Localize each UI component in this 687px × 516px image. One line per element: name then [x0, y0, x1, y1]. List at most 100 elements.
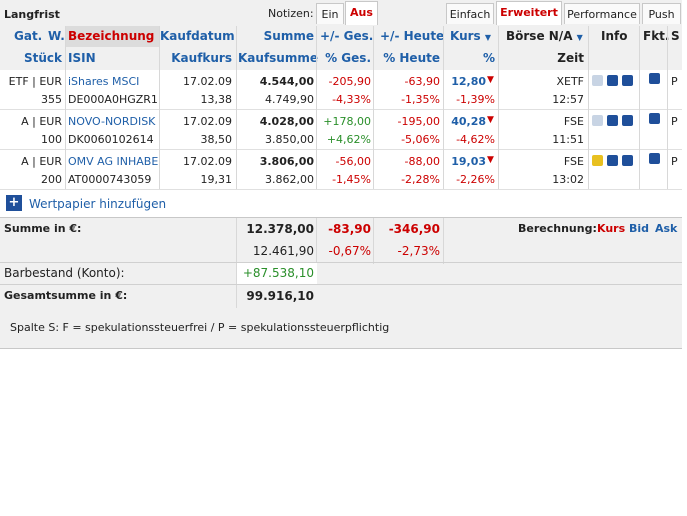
- security-name-link[interactable]: iShares MSCI: [68, 75, 140, 88]
- steuer-status: P: [671, 115, 678, 128]
- kurs-value: 12,80: [451, 75, 486, 88]
- ges-value: +178,00: [323, 115, 371, 128]
- header-isin[interactable]: ISIN: [68, 51, 96, 65]
- boerse: XETF: [556, 75, 584, 88]
- edit-icon[interactable]: [649, 153, 660, 164]
- news-icon[interactable]: [607, 115, 618, 126]
- table-row: ETF | EUR 355 iShares MSCI DE000A0HGZR1 …: [0, 70, 682, 110]
- news-icon[interactable]: [607, 155, 618, 166]
- header-stueck[interactable]: Stück: [23, 51, 62, 65]
- kaufsumme: 3.850,00: [265, 133, 314, 146]
- summe-ges: -83,90: [328, 222, 371, 236]
- stueck: 100: [41, 133, 62, 146]
- berechnung-bid[interactable]: Bid: [629, 222, 650, 235]
- isin: DE000A0HGZR1: [68, 93, 158, 106]
- tab-einfach[interactable]: Einfach: [446, 3, 494, 24]
- info-icon[interactable]: [622, 115, 633, 126]
- column-divider: [316, 218, 317, 264]
- info-icon[interactable]: [622, 155, 633, 166]
- header-info: Info: [601, 29, 628, 43]
- sort-down-icon: ▼: [484, 33, 492, 42]
- tab-ein[interactable]: Ein: [316, 3, 344, 24]
- barbestand-value: +87.538,10: [242, 266, 314, 280]
- gesamtsumme-label: Gesamtsumme in €:: [4, 289, 128, 302]
- info-icon[interactable]: [622, 75, 633, 86]
- summe-label: Summe in €:: [4, 222, 82, 235]
- pct-heute-value: -1,35%: [401, 93, 440, 106]
- security-name-link[interactable]: NOVO-NORDISK: [68, 115, 156, 128]
- pct-heute-value: -2,28%: [401, 173, 440, 186]
- header-summe[interactable]: Summe: [263, 29, 314, 43]
- header-heute[interactable]: +/- Heute: [380, 29, 445, 43]
- berechnung-kurs[interactable]: Kurs: [597, 222, 626, 235]
- tab-push[interactable]: Push: [642, 3, 681, 24]
- barbestand-cell: [237, 262, 317, 284]
- tab-performance[interactable]: Performance: [564, 3, 640, 24]
- ges-value: -56,00: [335, 155, 371, 168]
- news-icon[interactable]: [607, 75, 618, 86]
- summe: 4.028,00: [259, 115, 314, 128]
- ges-value: -205,90: [328, 75, 371, 88]
- column-divider: [639, 26, 640, 189]
- trend-down-icon: ▼: [487, 155, 494, 165]
- berechnung-label: Berechnung:: [518, 222, 597, 235]
- header-boerse[interactable]: Börse N/A ▼: [506, 29, 583, 43]
- header-bezeichnung[interactable]: Bezeichnung: [68, 29, 155, 43]
- note-icon[interactable]: [592, 155, 603, 166]
- pct-ges-value: +4,62%: [326, 133, 371, 146]
- header-fkt: Fkt.: [643, 29, 670, 43]
- tab-aus[interactable]: Aus: [345, 1, 378, 25]
- isin: DK0060102614: [68, 133, 154, 146]
- edit-icon[interactable]: [649, 113, 660, 124]
- header-pct-ges[interactable]: % Ges.: [325, 51, 371, 65]
- column-divider: [236, 218, 237, 308]
- summe-pct-ges: -0,67%: [328, 244, 371, 258]
- pct-ges-value: -1,45%: [332, 173, 371, 186]
- note-icon[interactable]: [592, 75, 603, 86]
- berechnung-ask[interactable]: Ask: [655, 222, 678, 235]
- table-row: A | EUR 200 OMV AG INHABE AT0000743059 1…: [0, 150, 682, 190]
- header-zeit: Zeit: [557, 51, 584, 65]
- header-kaufsumme[interactable]: Kaufsumme: [238, 51, 318, 65]
- header-kaufdatum[interactable]: Kaufdatum: [160, 29, 235, 43]
- add-security-link[interactable]: Wertpapier hinzufügen: [29, 197, 167, 211]
- header-ges[interactable]: +/- Ges.: [320, 29, 374, 43]
- pct-value: -4,62%: [456, 133, 495, 146]
- footer-bar: [0, 308, 682, 349]
- stueck: 355: [41, 93, 62, 106]
- kurs-value: 40,28: [451, 115, 486, 128]
- security-name-link[interactable]: OMV AG INHABE: [68, 155, 159, 168]
- kaufkurs: 38,50: [200, 133, 233, 146]
- edit-icon[interactable]: [649, 73, 660, 84]
- footer-note: Spalte S: F = spekulationssteuerfrei / P…: [10, 321, 390, 334]
- header-gat[interactable]: Gat.: [14, 29, 43, 43]
- steuer-status: P: [671, 155, 678, 168]
- add-security-button[interactable]: +: [6, 195, 22, 211]
- tab-erweitert[interactable]: Erweitert: [496, 1, 562, 25]
- pct-value: -2,26%: [456, 173, 495, 186]
- column-divider: [373, 218, 374, 264]
- kaufdatum: 17.02.09: [183, 155, 232, 168]
- header-w[interactable]: W.: [48, 29, 65, 43]
- chevron-down-icon: ▼: [576, 33, 583, 42]
- header-s: S: [671, 29, 680, 43]
- boerse: FSE: [563, 155, 584, 168]
- kaufsumme: 3.862,00: [265, 173, 314, 186]
- header-kaufkurs[interactable]: Kaufkurs: [171, 51, 232, 65]
- note-icon[interactable]: [592, 115, 603, 126]
- summe-kaufsumme: 12.461,90: [252, 244, 314, 258]
- header-pct-heute[interactable]: % Heute: [383, 51, 440, 65]
- kaufdatum: 17.02.09: [183, 115, 232, 128]
- trend-down-icon: ▼: [487, 115, 494, 125]
- column-divider: [667, 26, 668, 189]
- column-divider: [159, 26, 160, 189]
- pct-value: -1,39%: [456, 93, 495, 106]
- header-kurs[interactable]: Kurs ▼: [450, 29, 492, 43]
- sorted-column-highlight: [66, 26, 159, 47]
- zeit: 13:02: [552, 173, 584, 186]
- heute-value: -63,90: [404, 75, 440, 88]
- gesamtsumme-value: 99.916,10: [246, 289, 314, 303]
- portfolio-title: Langfrist: [4, 8, 60, 21]
- header-pct[interactable]: %: [482, 51, 495, 65]
- zeit: 12:57: [552, 93, 584, 106]
